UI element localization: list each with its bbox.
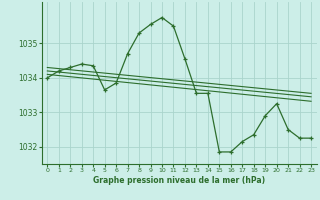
X-axis label: Graphe pression niveau de la mer (hPa): Graphe pression niveau de la mer (hPa) xyxy=(93,176,265,185)
